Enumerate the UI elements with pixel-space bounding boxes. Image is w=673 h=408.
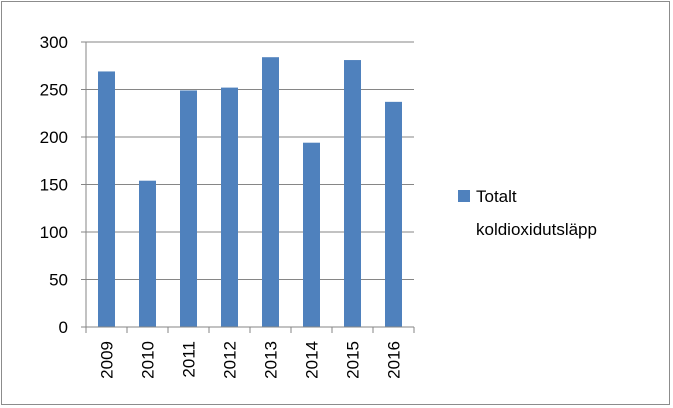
x-axis: 2009 2010 2011 2012 2013 2014 2015 2016 (85, 326, 415, 379)
x-tick-label: 2010 (139, 341, 158, 379)
gridlines (86, 41, 414, 280)
legend-swatch (458, 190, 470, 202)
legend: Totalt koldioxidutsläpp (458, 187, 597, 239)
legend-label-line-2: koldioxidutsläpp (476, 220, 597, 239)
bar-2014 (303, 142, 320, 327)
y-tick-label: 100 (40, 223, 68, 242)
y-tick-label: 50 (49, 271, 68, 290)
bar-2013 (262, 57, 279, 327)
bar-2009 (98, 71, 115, 327)
bar-2012 (221, 87, 238, 327)
y-tick-label: 0 (59, 318, 68, 337)
x-tick-label: 2014 (303, 341, 322, 379)
x-tick-label: 2013 (262, 341, 281, 379)
x-tick-label: 2016 (385, 341, 404, 379)
bar-2015 (344, 60, 361, 328)
y-tick-label: 200 (40, 128, 68, 147)
x-tick-label: 2009 (98, 341, 117, 379)
y-tick-label: 300 (40, 33, 68, 52)
x-tick-label: 2011 (180, 341, 199, 378)
x-tick-label: 2012 (221, 341, 240, 379)
bar-2011 (180, 90, 197, 327)
y-tick-label: 250 (40, 81, 68, 100)
legend-label-line-1: Totalt (476, 187, 517, 206)
bar-2010 (139, 180, 156, 327)
bars (98, 57, 402, 328)
x-tick-label: 2015 (344, 341, 363, 379)
bar-2016 (385, 101, 402, 327)
y-tick-label: 150 (40, 176, 68, 195)
y-axis: 0 50 100 150 200 250 300 (40, 33, 87, 337)
